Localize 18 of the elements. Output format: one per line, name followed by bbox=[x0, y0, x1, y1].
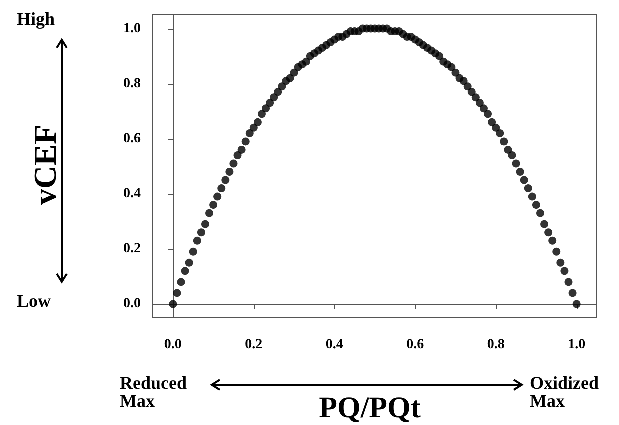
x-tick-label: 1.0 bbox=[568, 338, 586, 352]
x-tick-label: 0.2 bbox=[245, 338, 263, 352]
y-tick-label: 0.0 bbox=[124, 296, 141, 312]
text: Reduced Max bbox=[120, 373, 187, 411]
x-axis-title: PQ/PQt bbox=[319, 392, 421, 424]
y-tick-label: 0.2 bbox=[124, 242, 141, 257]
y-tick-label: 1.0 bbox=[124, 21, 141, 36]
x-tick-label: 0.6 bbox=[406, 338, 424, 352]
y-axis-title: vCEF bbox=[27, 125, 63, 205]
y-tick-label: 0.4 bbox=[124, 186, 141, 202]
text: Low bbox=[17, 291, 52, 311]
x-tick-label: 0.0 bbox=[164, 338, 182, 352]
y-tick-label: 0.8 bbox=[124, 76, 141, 92]
x-tick-label: 0.4 bbox=[326, 338, 344, 352]
x-tick-label: 0.8 bbox=[487, 338, 505, 352]
y-tick-label: 0.6 bbox=[124, 131, 141, 146]
text: High bbox=[17, 9, 56, 29]
text: Oxidized Max bbox=[530, 373, 600, 411]
